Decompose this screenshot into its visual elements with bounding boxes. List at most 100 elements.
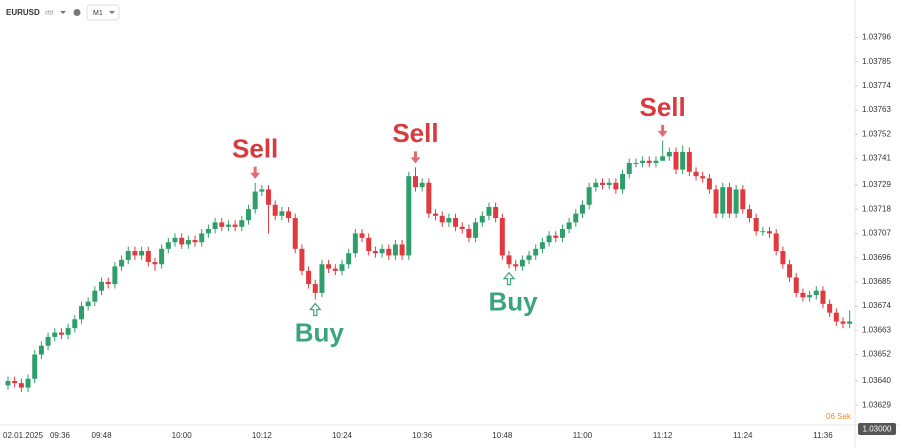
candle-body	[252, 191, 258, 210]
y-tick-label: 1.03640	[862, 376, 891, 385]
candle-body	[306, 270, 312, 285]
y-tick-label: 1.03752	[862, 129, 891, 138]
candle-body	[239, 220, 245, 227]
x-tick-label: 11:36	[813, 431, 833, 440]
candle-body	[847, 321, 853, 324]
candle-body	[399, 244, 405, 256]
x-tick-label: 09:36	[50, 431, 71, 440]
buy-arrow	[502, 271, 516, 286]
candle-body	[660, 156, 666, 161]
candle-body	[559, 229, 565, 238]
candle-body	[326, 264, 332, 269]
candle-body	[38, 345, 44, 355]
x-tick-label: 11:00	[573, 431, 593, 440]
candle-body	[65, 328, 71, 335]
timeframe-dropdown	[109, 11, 115, 14]
x-tick-label: 11:24	[733, 431, 753, 440]
candle-body	[219, 222, 225, 227]
timeframe: M1	[93, 10, 103, 17]
candle-body	[746, 209, 752, 219]
candle-body	[112, 266, 118, 285]
candle-body	[52, 332, 58, 337]
candle-body	[513, 264, 519, 267]
candle-body	[266, 189, 272, 205]
candle-body	[593, 182, 599, 188]
candle-body	[519, 259, 525, 267]
candle-body	[132, 251, 138, 256]
candle-body	[459, 226, 465, 230]
candle-body	[653, 160, 659, 163]
candle-body	[139, 251, 145, 256]
candle-body	[827, 303, 833, 313]
candle-body	[840, 321, 846, 324]
candle-body	[446, 218, 452, 223]
candle-body	[192, 240, 198, 243]
symbol-dropdown[interactable]	[60, 11, 66, 14]
candle-body	[99, 281, 105, 291]
candle-body	[286, 211, 292, 219]
y-tick-label: 1.03629	[862, 400, 891, 409]
candle-body	[740, 189, 746, 210]
x-tick-label: 10:12	[252, 431, 273, 440]
candle-body	[700, 176, 706, 179]
y-tick-label: 1.03796	[862, 33, 891, 42]
candle-body	[433, 213, 439, 216]
candle-body	[292, 218, 298, 249]
y-tick-label: 1.03674	[862, 301, 891, 310]
candle-body	[526, 255, 532, 260]
candle-body	[820, 290, 826, 304]
x-tick-label: 11:12	[653, 431, 673, 440]
candle-body	[245, 209, 251, 221]
candle-body	[92, 290, 98, 302]
candle-body	[613, 182, 619, 190]
candle-body	[299, 248, 305, 271]
candle-body	[726, 187, 732, 214]
candle-body	[12, 380, 18, 384]
candle-body	[533, 248, 539, 256]
candle-body	[5, 380, 11, 386]
candle-body	[666, 151, 672, 157]
candle-body	[600, 182, 606, 185]
candle-body	[753, 218, 759, 232]
candle-body	[152, 262, 158, 265]
candle-body	[279, 211, 285, 216]
candle-body	[546, 235, 552, 243]
date-label: 02.01.2025	[3, 431, 44, 440]
symbol[interactable]: EURUSD	[6, 8, 40, 17]
candle-body	[78, 306, 84, 320]
candle-body	[807, 295, 813, 298]
candle-body	[392, 244, 398, 256]
candle-body	[813, 290, 819, 296]
candle-body	[72, 319, 78, 329]
candle-body	[479, 215, 485, 223]
candle-body	[32, 354, 38, 379]
candle-body	[372, 251, 378, 254]
candle-body	[272, 204, 278, 216]
candle-body	[620, 173, 626, 190]
candle-body	[506, 255, 512, 265]
y-tick-label: 1.03785	[862, 57, 891, 66]
info-icon[interactable]	[73, 9, 81, 16]
candle-body	[225, 224, 231, 227]
y-tick-label: 1.03718	[862, 204, 891, 213]
x-tick-label: 09:48	[92, 431, 113, 440]
timeframe-box[interactable]	[86, 4, 120, 21]
price-tag-box	[858, 423, 896, 435]
candle-body	[179, 237, 185, 245]
price-axis	[855, 0, 900, 447]
annotation: Buy	[488, 287, 538, 317]
candle-body	[352, 233, 358, 254]
candle-body	[640, 160, 646, 163]
candle-body	[586, 187, 592, 205]
x-tick-label: 10:00	[172, 431, 193, 440]
annotation: Buy	[295, 317, 345, 347]
candle-body	[172, 237, 178, 243]
candle-body	[232, 224, 238, 227]
toolbar: EURUSD cfd M1	[6, 4, 120, 21]
candle-body	[359, 233, 365, 238]
y-tick-label: 1.03696	[862, 253, 891, 262]
candle-body	[212, 222, 218, 230]
candle-body	[646, 160, 652, 163]
candle-body	[105, 281, 111, 285]
